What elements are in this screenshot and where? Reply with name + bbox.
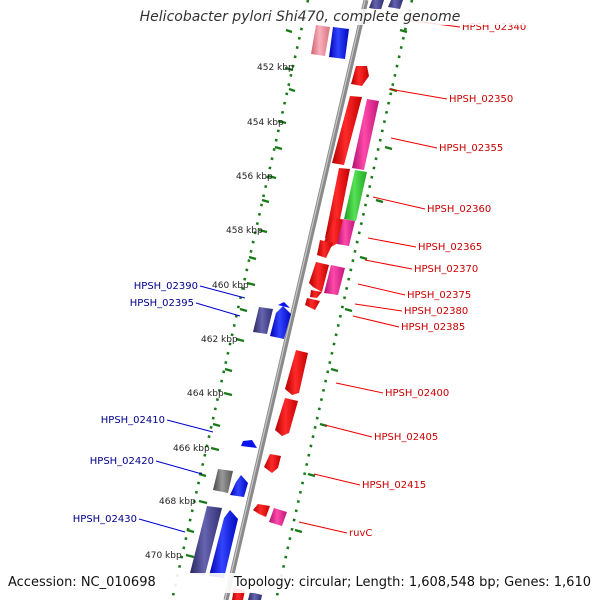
gene-feature [269,508,287,526]
gene-label[interactable]: HPSH_02395 [130,298,194,309]
gene-label[interactable]: HPSH_02340 [462,22,526,33]
gene-label[interactable]: HPSH_02430 [73,514,137,525]
topology-text: Topology: circular; Length: 1,608,548 bp… [233,575,591,590]
gene-feature [324,265,345,295]
features-right [232,0,403,600]
gene-label[interactable]: HPSH_02390 [134,281,198,292]
kbp-label: 468 kbp [159,497,196,507]
gene-label[interactable]: HPSH_02400 [385,388,449,399]
gene-feature [352,99,379,170]
track-tick-marks [186,28,408,534]
footer-bar: Accession: NC_010698 Topology: circular;… [0,573,600,593]
accession-text: Accession: NC_010698 [8,575,156,590]
gene-feature [209,510,238,578]
gene-labels-right: HPSH_02340 HPSH_02350 HPSH_02355 HPSH_02… [349,22,526,539]
ruler-line [223,0,369,600]
gene-feature [337,219,355,246]
gene-feature [248,592,262,600]
gene-label[interactable]: HPSH_02350 [449,94,513,105]
kbp-label: 454 kbp [247,118,284,128]
gene-feature [309,262,329,292]
kbp-label: 470 kbp [145,551,182,561]
gene-labels-left: HPSH_02390 HPSH_02395 HPSH_02410 HPSH_02… [73,281,198,525]
kbp-label: 456 kbp [236,172,273,182]
gene-feature [285,350,308,395]
gene-feature [310,290,322,298]
gene-feature [388,0,403,9]
ruler-highlight [224,0,366,600]
kbp-label: 452 kbp [257,63,294,73]
gene-feature [317,240,333,258]
gene-feature [344,170,367,221]
connectors-right [298,19,461,534]
gene-label[interactable]: HPSH_02360 [427,204,491,215]
gene-feature [311,25,330,56]
kbp-label: 462 kbp [201,335,238,345]
gene-feature [230,475,248,497]
gene-label[interactable]: HPSH_02375 [407,290,471,301]
gene-feature [305,298,320,310]
gene-feature [253,504,270,517]
gene-feature [213,469,233,493]
kbp-label: 458 kbp [226,226,263,236]
gene-feature [190,506,222,575]
gene-label[interactable]: HPSH_02355 [439,143,503,154]
gene-label[interactable]: ruvC [349,528,372,539]
gene-label[interactable]: HPSH_02410 [101,415,165,426]
gene-label[interactable]: HPSH_02370 [414,264,478,275]
gene-feature [275,398,298,436]
features-left [190,25,349,578]
kbp-label: 466 kbp [173,444,210,454]
gene-feature [332,96,362,165]
gene-label[interactable]: HPSH_02415 [362,480,426,491]
gene-feature [369,0,384,10]
kbp-axis: 452 kbp 454 kbp 456 kbp 458 kbp 460 kbp … [145,63,294,561]
gene-feature [329,27,349,59]
gene-feature [325,168,350,240]
kbp-label: 460 kbp [212,281,249,291]
gene-label[interactable]: HPSH_02365 [418,242,482,253]
gene-feature [278,302,290,308]
connectors-left [138,285,246,533]
gene-feature [264,454,281,473]
gene-feature [323,218,346,247]
kbp-label: 464 kbp [187,389,224,399]
gene-label[interactable]: HPSH_02420 [90,456,154,467]
gene-label[interactable]: HPSH_02380 [404,306,468,317]
gene-feature [351,66,369,86]
gene-feature [253,307,273,334]
gene-feature [270,306,291,339]
page-title: Helicobacter pylori Shi470, complete gen… [0,9,600,25]
gene-label[interactable]: HPSH_02385 [401,322,465,333]
gene-feature [241,440,257,448]
gene-label[interactable]: HPSH_02405 [374,432,438,443]
